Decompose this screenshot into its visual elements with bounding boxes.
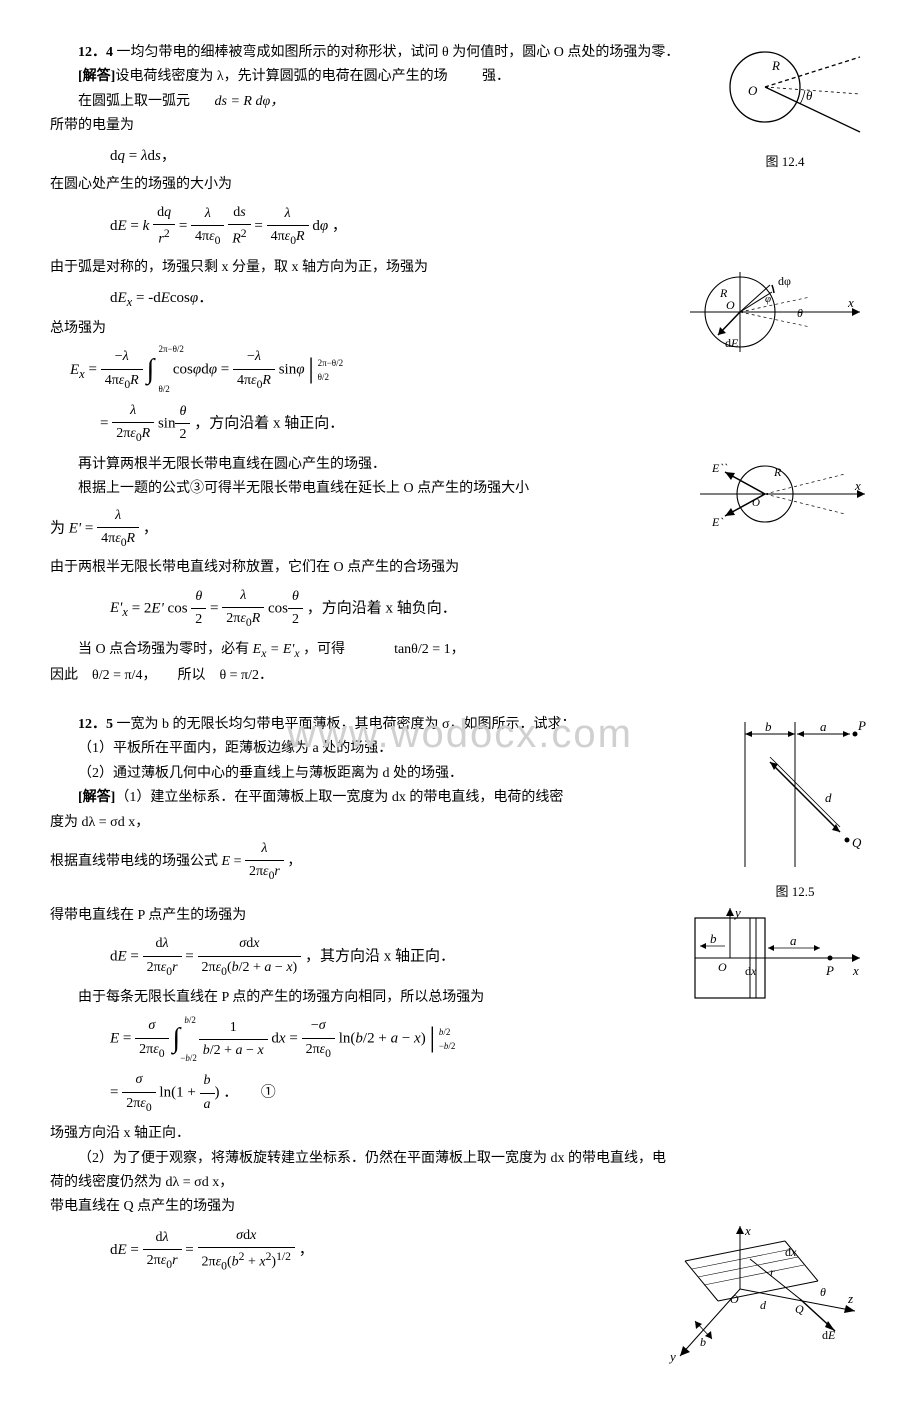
jieda-label: [解答] xyxy=(78,69,115,84)
p125-l9: （2）为了便于观察，将薄板旋转建立坐标系．仍然在平面薄板上取一宽度为 dx 的带… xyxy=(50,1148,870,1170)
p124-f7: E'x = 2E' cos θ2 = λ2πε0R cosθ2 ，方向沿着 x … xyxy=(110,585,870,633)
p124-l7: ，方向沿着 x 轴正向． xyxy=(194,415,344,431)
figure-12-5-b: y x b O dx a P xyxy=(680,903,870,1013)
svg-text:dx: dx xyxy=(745,964,757,978)
svg-text:x: x xyxy=(744,1223,751,1238)
svg-text:R: R xyxy=(773,465,782,479)
svg-text:dx: dx xyxy=(785,1245,797,1259)
svg-text:P: P xyxy=(825,963,834,978)
figure-12-5-c: x z y r dx θ O d Q dE b xyxy=(640,1221,870,1371)
svg-text:O: O xyxy=(748,83,758,98)
p125-l8: 场强方向沿 x 轴正向． xyxy=(50,1123,870,1145)
p124-l14: 因此 θ/2 = π/4， 所以 θ = π/2． xyxy=(50,665,870,687)
svg-text:y: y xyxy=(733,905,741,920)
p124-l11: 由于两根半无限长带电直线对称放置，它们在 O 点产生的合场强为 xyxy=(50,557,870,579)
svg-text:z: z xyxy=(847,1291,853,1306)
p125-f3: E = σ2πε0 ∫ b/2 −b/2 1b/2 + a − x dx = −… xyxy=(110,1015,870,1063)
svg-text:b: b xyxy=(710,931,717,946)
svg-text:O: O xyxy=(730,1292,739,1306)
svg-text:d: d xyxy=(825,790,832,805)
svg-text:P: P xyxy=(857,718,866,733)
figure-12-4-label: 图 12.4 xyxy=(700,152,870,173)
figure-12-4-c: E`` E` R O x xyxy=(670,454,870,544)
svg-text:θ: θ xyxy=(820,1285,826,1299)
p124-l13: 当 O 点合场强为零时，必有 Ex = E'x ，可得 tanθ/2 = 1， xyxy=(50,639,870,663)
svg-text:d: d xyxy=(760,1298,767,1312)
svg-text:b: b xyxy=(765,719,772,734)
svg-text:O: O xyxy=(752,497,760,509)
svg-text:b: b xyxy=(700,1335,706,1349)
p125-l10: 荷的线密度仍然为 dλ = σd x， xyxy=(50,1172,870,1194)
svg-text:a: a xyxy=(790,933,797,948)
p124-heading: 12．4 xyxy=(78,45,113,60)
svg-text:Q: Q xyxy=(795,1302,804,1316)
svg-text:a: a xyxy=(820,719,827,734)
p124-l4: 在圆心处产生的场强的大小为 xyxy=(50,174,870,196)
figure-12-5-label: 图 12.5 xyxy=(720,882,870,903)
svg-text:x: x xyxy=(852,963,859,978)
p125-l7: ． ① xyxy=(223,1085,276,1101)
figure-12-4-b: R O dφ φ θ x dE xyxy=(670,257,870,367)
p124-l12: ，方向沿着 x 轴负向． xyxy=(307,600,457,616)
svg-text:dE: dE xyxy=(822,1328,836,1342)
page-content: www.wodocx.com R O θ 图 12.4 12．4 一均匀带电的细… xyxy=(50,42,870,1371)
svg-text:θ: θ xyxy=(806,88,813,103)
p125-title: 一宽为 b 的无限长均匀带电平面薄板，其电荷密度为 σ，如图所示．试求： xyxy=(117,717,576,732)
p124-title: 一均匀带电的细棒被弯成如图所示的对称形状，试问 θ 为何值时，圆心 O 点处的场… xyxy=(117,45,680,60)
svg-text:Q: Q xyxy=(852,835,862,850)
svg-text:dφ: dφ xyxy=(778,274,791,288)
svg-text:R: R xyxy=(771,58,780,73)
p124-f2: dE = k dqr2 = λ4πε0 dsR2 = λ4πε0R dφ ， xyxy=(110,202,870,251)
p125-l5: ，其方向沿 x 轴正向． xyxy=(305,949,455,965)
svg-text:dE: dE xyxy=(725,336,739,350)
figure-12-4-a: R O θ 图 12.4 xyxy=(700,42,870,173)
svg-text:θ: θ xyxy=(797,306,803,320)
svg-text:E`: E` xyxy=(711,515,723,529)
svg-text:y: y xyxy=(668,1349,676,1364)
p124-l1b: 强． xyxy=(454,66,510,88)
p125-l11: 带电直线在 Q 点产生的场强为 xyxy=(50,1196,870,1218)
p125-f4: = σ2πε0 ln(1 + ba) ． ① xyxy=(110,1069,870,1117)
svg-text:x: x xyxy=(847,295,854,310)
p125-heading: 12．5 xyxy=(78,717,113,732)
figure-12-5-a: b a P d Q 图 12.5 xyxy=(720,712,870,903)
svg-text:φ: φ xyxy=(765,293,771,305)
svg-text:E``: E`` xyxy=(711,461,727,475)
p124-l1: 设电荷线密度为 λ，先计算圆弧的电荷在圆心产生的场 xyxy=(115,69,447,84)
svg-text:x: x xyxy=(854,478,861,493)
svg-text:O: O xyxy=(726,298,735,312)
svg-text:O: O xyxy=(718,960,727,974)
p124-f5: = λ2πε0R sinθ2 ，方向沿着 x 轴正向． xyxy=(100,400,870,448)
svg-text:r: r xyxy=(770,1265,775,1279)
